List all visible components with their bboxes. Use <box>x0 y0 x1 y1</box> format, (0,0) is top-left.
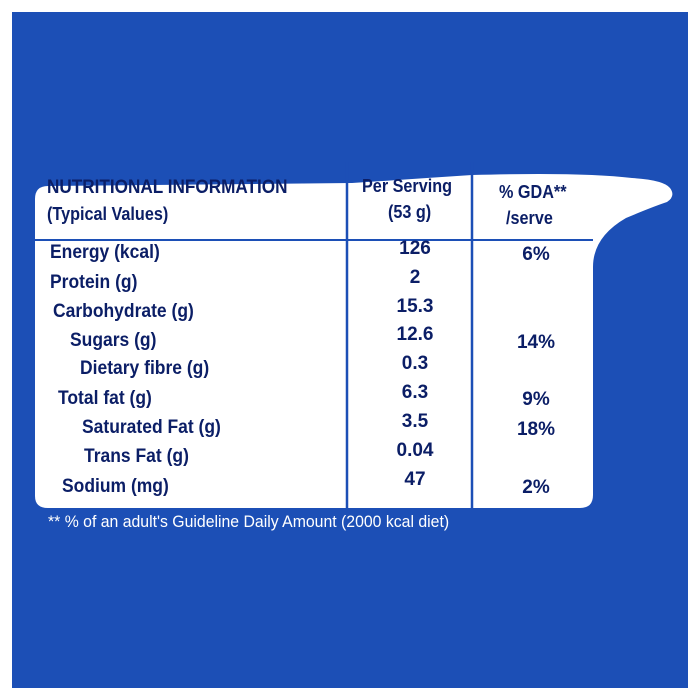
gda-saturated-fat: 18% <box>516 419 556 440</box>
per-serving-carbohydrate: 15.3 <box>396 296 434 317</box>
row-label-sugars: Sugars (g) <box>70 330 157 351</box>
row-label-total-fat: Total fat (g) <box>58 388 152 409</box>
gda-sugars: 14% <box>516 332 556 353</box>
table-title: NUTRITIONAL INFORMATION <box>47 176 288 198</box>
per-serving-header: Per Serving <box>362 176 453 196</box>
row-label-energy: Energy (kcal) <box>50 242 160 263</box>
serving-size-header: (53 g) <box>388 202 432 222</box>
per-serving-protein: 2 <box>409 267 421 288</box>
per-serving-dietary-fibre: 0.3 <box>401 353 429 374</box>
row-label-trans-fat: Trans Fat (g) <box>84 446 189 467</box>
gda-footnote: ** % of an adult's Guideline Daily Amoun… <box>48 512 450 531</box>
row-label-protein: Protein (g) <box>50 272 138 293</box>
table-subtitle: (Typical Values) <box>47 204 169 224</box>
row-label-sodium: Sodium (mg) <box>62 476 169 497</box>
per-serving-saturated-fat: 3.5 <box>401 411 429 432</box>
per-serving-total-fat: 6.3 <box>401 382 429 403</box>
nutrition-label-shape <box>35 162 673 508</box>
gda-total-fat: 9% <box>522 389 550 410</box>
gda-sodium: 2% <box>522 477 550 498</box>
blue-background: NUTRITIONAL INFORMATION (Typical Values)… <box>12 12 688 688</box>
per-serving-energy: 126 <box>399 238 431 259</box>
label-background <box>35 174 673 508</box>
gda-energy: 6% <box>522 244 550 265</box>
row-label-carbohydrate: Carbohydrate (g) <box>53 301 194 322</box>
gda-serve-header: /serve <box>506 208 553 228</box>
gda-header: % GDA** <box>499 182 567 202</box>
row-label-dietary-fibre: Dietary fibre (g) <box>80 358 210 379</box>
per-serving-sodium: 47 <box>404 469 426 490</box>
per-serving-sugars: 12.6 <box>396 324 434 345</box>
row-label-saturated-fat: Saturated Fat (g) <box>82 417 221 438</box>
per-serving-trans-fat: 0.04 <box>396 440 434 461</box>
